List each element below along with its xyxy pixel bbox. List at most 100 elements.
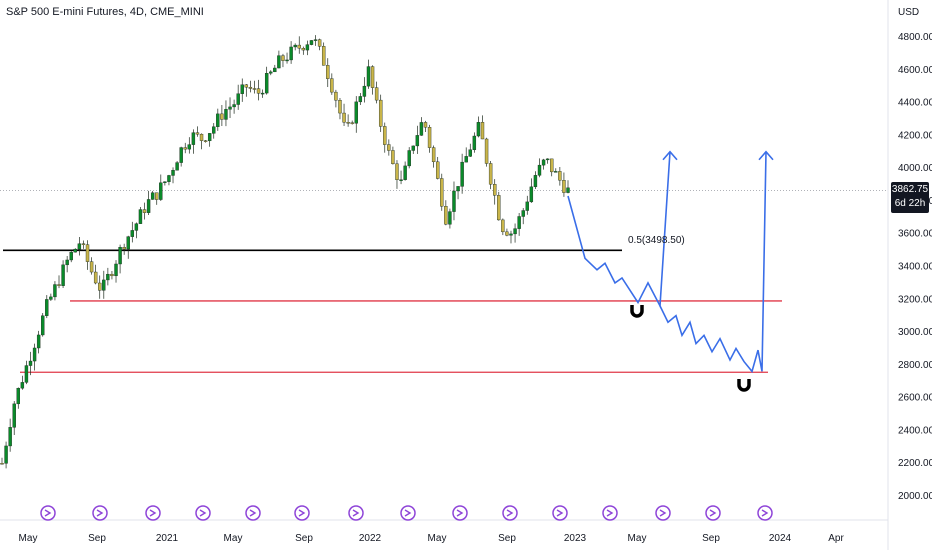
candle-up xyxy=(277,55,281,69)
y-tick-label: 3400.00 xyxy=(898,262,932,273)
currency-label: USD xyxy=(898,7,920,18)
candle-up xyxy=(269,71,273,74)
candle-down xyxy=(387,144,391,151)
candle-up xyxy=(53,284,57,298)
candle-up xyxy=(159,182,163,200)
candle-down xyxy=(484,138,489,164)
candle-up xyxy=(163,181,167,183)
candle-up xyxy=(407,150,411,167)
candle-up xyxy=(207,133,212,142)
candle-up xyxy=(24,365,29,383)
candle-down xyxy=(122,247,126,250)
candle-up xyxy=(293,44,297,48)
candle-down xyxy=(562,180,566,193)
candle-down xyxy=(391,150,395,165)
y-tick-label: 3600.00 xyxy=(898,229,932,240)
candle-up xyxy=(305,44,310,51)
candle-up xyxy=(216,113,220,127)
event-marker xyxy=(757,505,773,521)
event-marker-arrow xyxy=(96,509,104,517)
candle-up xyxy=(273,67,277,73)
x-tick-label: Sep xyxy=(498,533,516,544)
candle-down xyxy=(220,113,224,120)
candle-up xyxy=(456,186,460,192)
candle-down xyxy=(505,231,509,236)
candle-up xyxy=(146,199,151,213)
candle-up xyxy=(16,387,20,405)
candle-up xyxy=(285,59,289,62)
candle-up xyxy=(545,158,550,161)
candle-down xyxy=(431,147,436,163)
y-tick-label: 3200.00 xyxy=(898,294,932,305)
event-marker-arrow xyxy=(709,509,717,517)
x-tick-label: May xyxy=(19,533,38,544)
event-marker xyxy=(655,505,671,521)
y-tick-label: 2200.00 xyxy=(898,458,932,469)
event-marker-arrow xyxy=(606,509,614,517)
event-marker-arrow xyxy=(199,509,207,517)
candle-down xyxy=(338,99,342,114)
event-marker xyxy=(602,505,618,521)
candle-down xyxy=(57,284,61,286)
candle-up xyxy=(525,201,529,211)
candle-up xyxy=(106,273,110,281)
x-tick-label: May xyxy=(224,533,243,544)
event-marker xyxy=(502,505,518,521)
candle-up xyxy=(554,171,558,173)
candle-up xyxy=(537,164,542,176)
candle-down xyxy=(427,127,432,148)
projection-path-2 xyxy=(659,151,767,374)
candle-up xyxy=(232,104,236,108)
candle-up xyxy=(45,299,49,316)
event-marker xyxy=(400,505,416,521)
candle-up xyxy=(354,101,358,124)
event-marker xyxy=(705,505,721,521)
candle-down xyxy=(423,122,428,128)
candle-up xyxy=(476,122,481,137)
magnet-icon xyxy=(630,305,644,318)
event-marker-arrow xyxy=(659,509,667,517)
candle-down xyxy=(378,99,383,127)
candle-down xyxy=(440,178,444,207)
candle-down xyxy=(321,46,326,66)
candle-down xyxy=(330,78,334,93)
candle-up xyxy=(228,106,232,110)
candle-down xyxy=(435,161,440,179)
candle-up xyxy=(472,135,477,150)
candle-up xyxy=(12,403,16,428)
candle-down xyxy=(383,126,387,145)
x-tick-label: 2022 xyxy=(359,533,382,544)
candle-up xyxy=(460,161,464,187)
candle-up xyxy=(167,175,171,182)
candle-down xyxy=(0,463,4,465)
candle-down xyxy=(497,195,501,221)
candle-down xyxy=(334,91,338,101)
candle-up xyxy=(533,175,538,188)
candle-up xyxy=(415,135,420,147)
event-marker xyxy=(92,505,108,521)
candle-down xyxy=(256,88,261,94)
y-tick-label: 4400.00 xyxy=(898,98,932,109)
candle-up xyxy=(309,40,314,45)
event-marker xyxy=(195,505,211,521)
candle-up xyxy=(134,223,139,231)
candle-up xyxy=(529,186,534,203)
fib-label: 0.5(3498.50) xyxy=(628,235,685,246)
candle-down xyxy=(142,209,147,213)
candle-up xyxy=(521,210,525,217)
last-price: 3862.75 xyxy=(891,184,929,195)
candle-up xyxy=(313,39,318,41)
candle-up xyxy=(513,228,517,235)
event-marker-arrow xyxy=(761,509,769,517)
event-marker xyxy=(145,505,161,521)
y-tick-label: 4600.00 xyxy=(898,65,932,76)
event-marker-arrow xyxy=(456,509,464,517)
candle-up xyxy=(289,46,293,61)
event-marker xyxy=(245,505,261,521)
candle-up xyxy=(102,279,106,291)
candle-up xyxy=(236,93,240,105)
candle-up xyxy=(468,149,472,157)
candle-down xyxy=(488,163,493,185)
candle-up xyxy=(36,334,41,349)
